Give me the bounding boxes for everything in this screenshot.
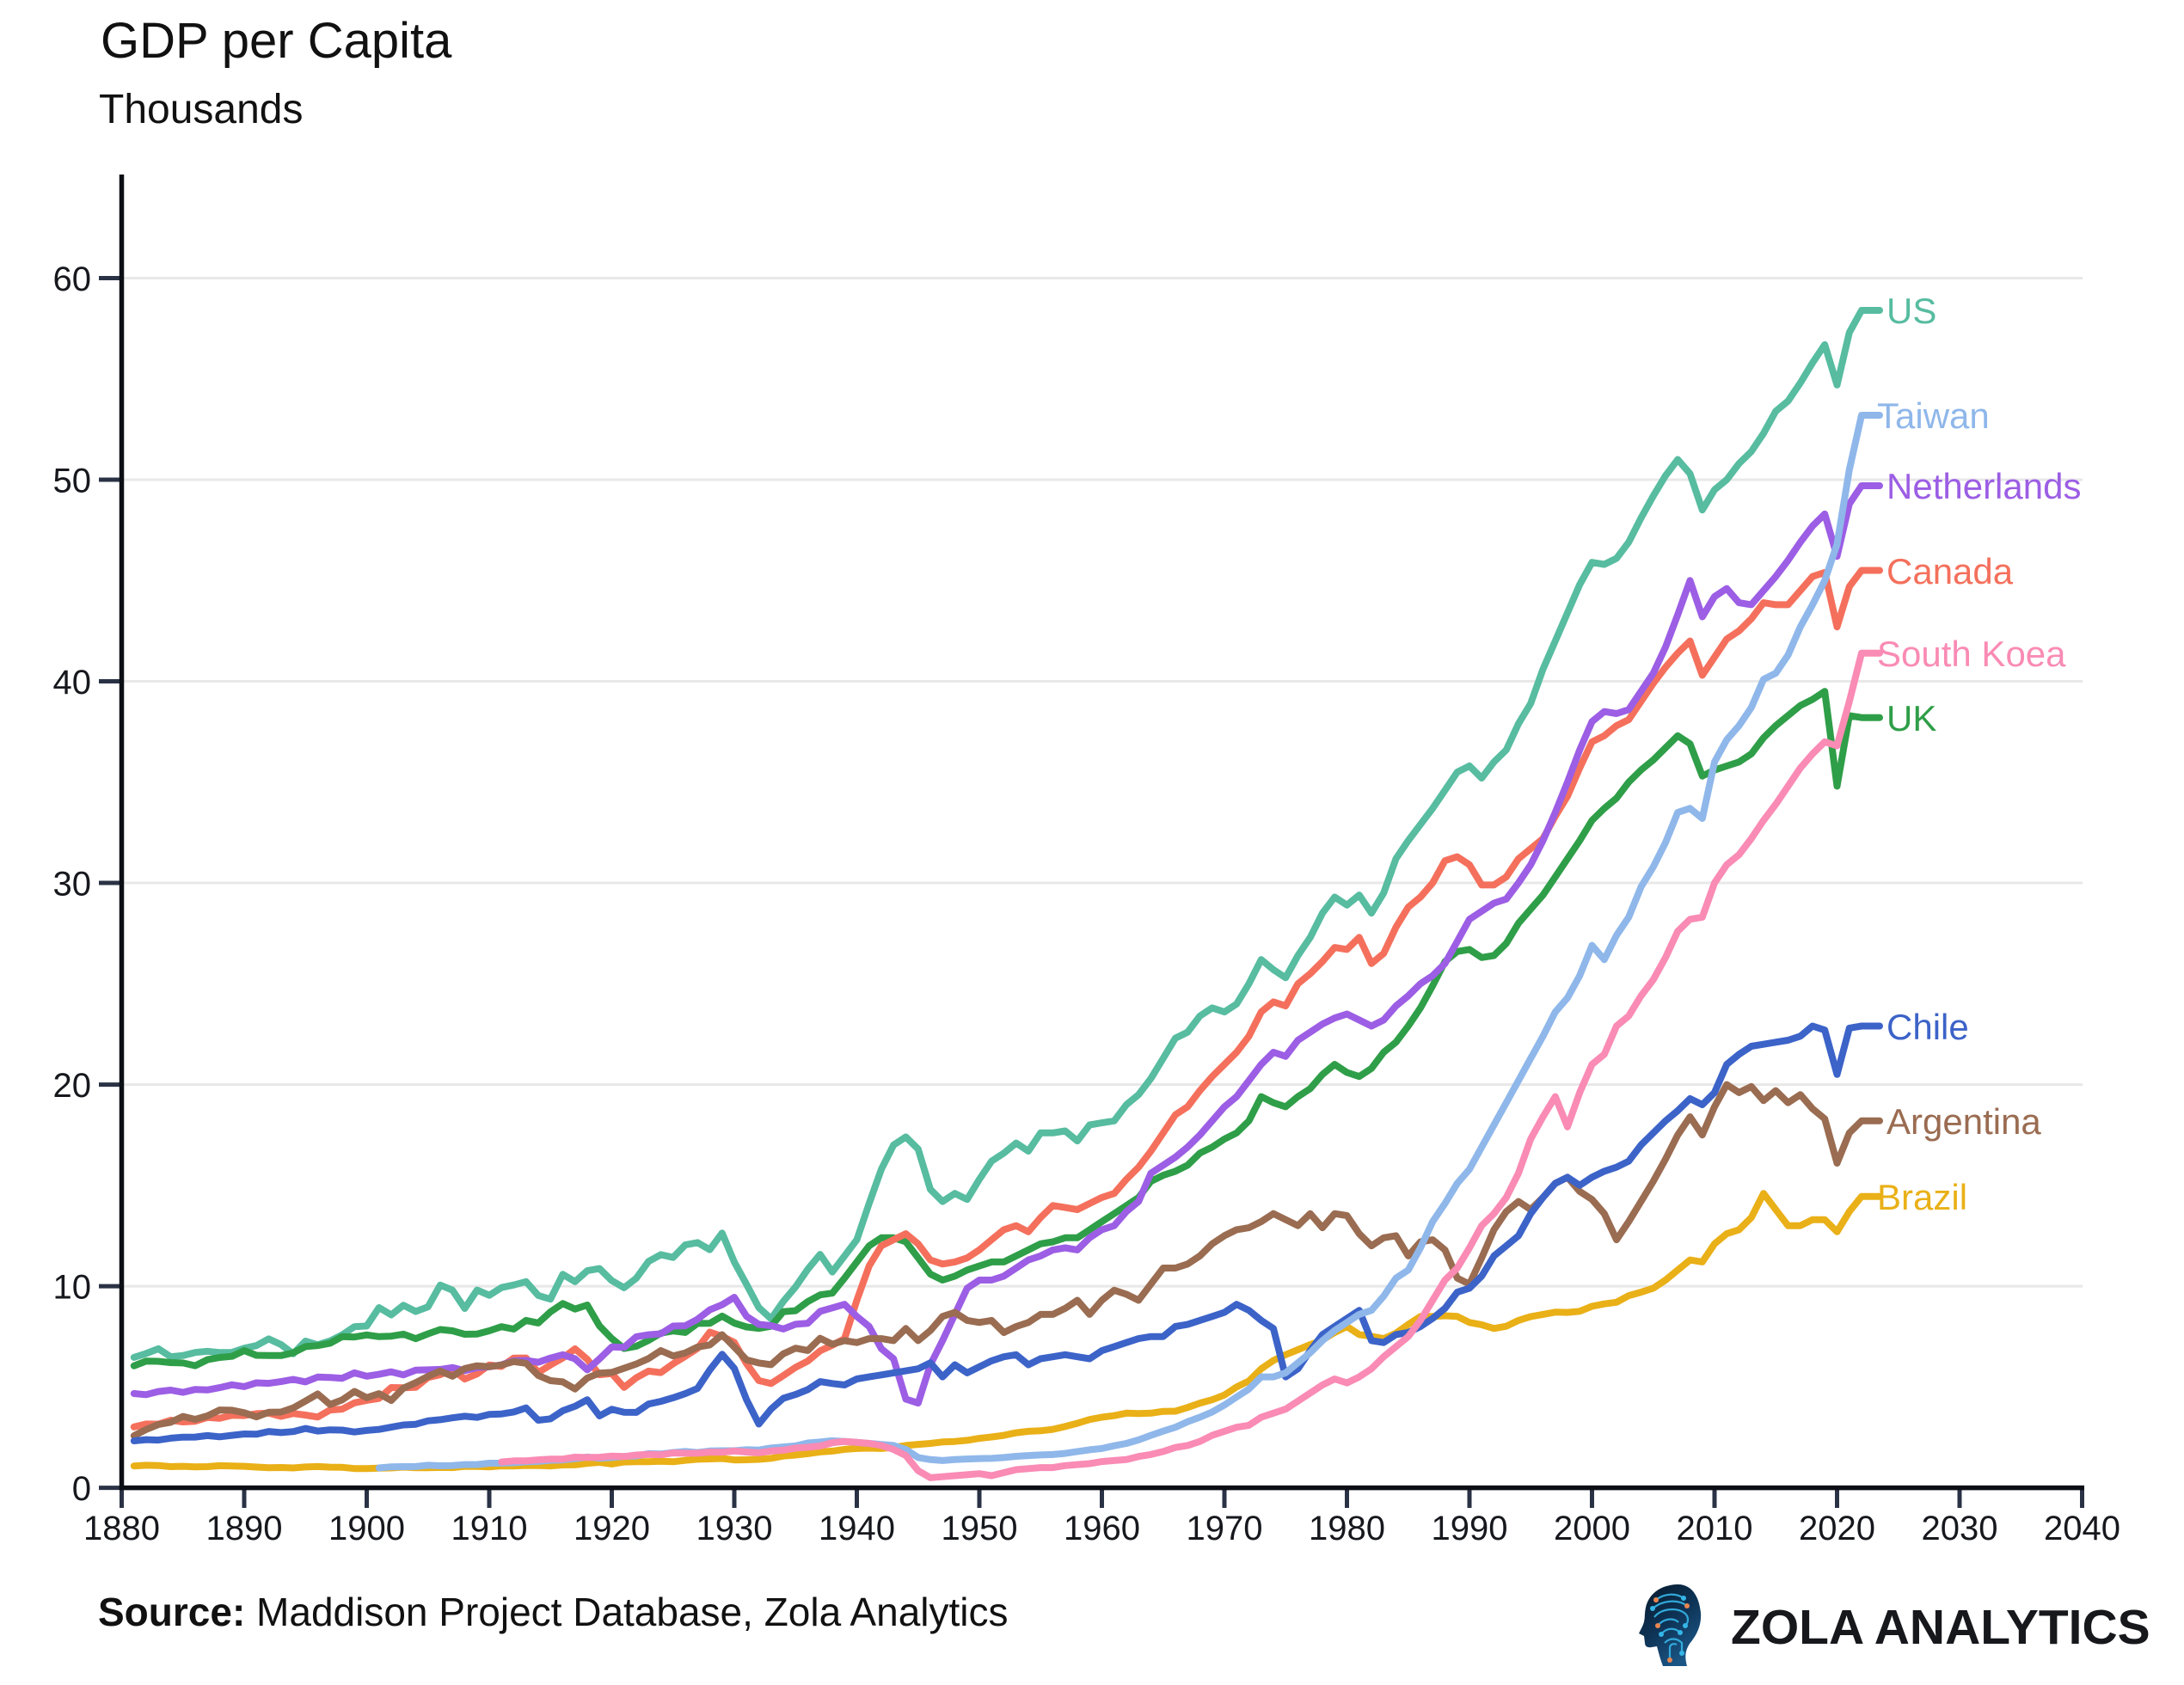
svg-text:1880: 1880: [83, 1510, 160, 1547]
svg-text:1900: 1900: [328, 1510, 405, 1547]
svg-text:0: 0: [72, 1470, 91, 1508]
svg-text:Taiwan: Taiwan: [1877, 395, 1990, 436]
svg-text:1920: 1920: [574, 1510, 650, 1547]
svg-text:Argentina: Argentina: [1886, 1101, 2041, 1142]
svg-text:Canada: Canada: [1886, 551, 2014, 591]
svg-text:1950: 1950: [942, 1510, 1018, 1547]
svg-text:2030: 2030: [1922, 1510, 1998, 1547]
svg-text:30: 30: [53, 866, 92, 904]
svg-text:10: 10: [53, 1269, 92, 1307]
svg-text:20: 20: [53, 1067, 92, 1105]
svg-text:60: 60: [53, 260, 92, 298]
svg-text:2040: 2040: [2044, 1510, 2120, 1547]
svg-text:2010: 2010: [1677, 1510, 1753, 1547]
svg-text:1960: 1960: [1064, 1510, 1140, 1547]
svg-text:40: 40: [53, 664, 92, 702]
svg-text:1940: 1940: [819, 1510, 895, 1547]
svg-text:1890: 1890: [206, 1510, 283, 1547]
svg-text:Thousands: Thousands: [99, 87, 304, 132]
svg-text:Source: Maddison Project Datab: Source: Maddison Project Database, Zola …: [98, 1590, 1009, 1634]
svg-text:US: US: [1886, 291, 1936, 331]
svg-text:Chile: Chile: [1886, 1007, 1969, 1047]
svg-text:1980: 1980: [1309, 1510, 1385, 1547]
svg-text:UK: UK: [1886, 698, 1936, 738]
svg-text:2020: 2020: [1799, 1510, 1875, 1547]
svg-text:1930: 1930: [696, 1510, 773, 1547]
svg-text:South Koea: South Koea: [1877, 634, 2066, 674]
svg-text:1970: 1970: [1187, 1510, 1263, 1547]
svg-text:1910: 1910: [451, 1510, 528, 1547]
svg-text:GDP per Capita: GDP per Capita: [101, 13, 452, 69]
svg-text:ZOLA ANALYTICS: ZOLA ANALYTICS: [1731, 1600, 2150, 1655]
svg-text:Netherlands: Netherlands: [1886, 466, 2081, 506]
svg-text:1990: 1990: [1432, 1510, 1508, 1547]
svg-text:2000: 2000: [1554, 1510, 1630, 1547]
svg-text:50: 50: [53, 463, 92, 500]
svg-text:Brazil: Brazil: [1877, 1177, 1967, 1217]
